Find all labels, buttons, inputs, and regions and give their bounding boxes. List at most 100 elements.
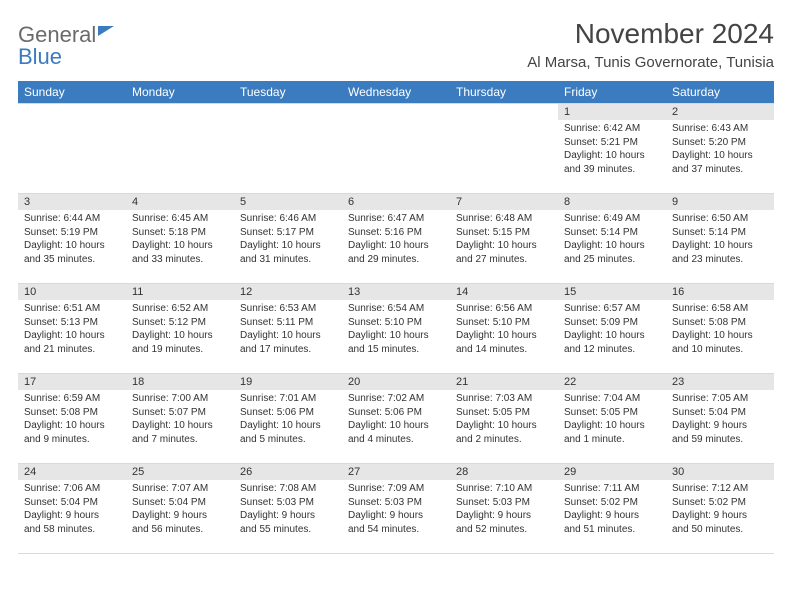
calendar-day-cell: 15Sunrise: 6:57 AMSunset: 5:09 PMDayligh… [558, 284, 666, 374]
calendar-day-cell: 18Sunrise: 7:00 AMSunset: 5:07 PMDayligh… [126, 374, 234, 464]
day-day2: and 56 minutes. [132, 523, 228, 537]
calendar-day-cell [234, 104, 342, 194]
day-sunrise: Sunrise: 6:48 AM [456, 212, 552, 226]
day-number: 22 [558, 374, 666, 390]
day-day2: and 25 minutes. [564, 253, 660, 267]
day-number: 19 [234, 374, 342, 390]
day-day1: Daylight: 9 hours [672, 509, 768, 523]
day-sunrise: Sunrise: 7:00 AM [132, 392, 228, 406]
day-details: Sunrise: 6:57 AMSunset: 5:09 PMDaylight:… [558, 300, 666, 360]
day-sunrise: Sunrise: 7:11 AM [564, 482, 660, 496]
day-sunset: Sunset: 5:02 PM [672, 496, 768, 510]
day-number: 9 [666, 194, 774, 210]
day-sunrise: Sunrise: 7:01 AM [240, 392, 336, 406]
day-sunrise: Sunrise: 6:50 AM [672, 212, 768, 226]
month-title: November 2024 [527, 18, 774, 50]
day-number: 23 [666, 374, 774, 390]
day-day2: and 51 minutes. [564, 523, 660, 537]
day-sunset: Sunset: 5:19 PM [24, 226, 120, 240]
calendar-day-cell: 5Sunrise: 6:46 AMSunset: 5:17 PMDaylight… [234, 194, 342, 284]
calendar-week-row: 24Sunrise: 7:06 AMSunset: 5:04 PMDayligh… [18, 464, 774, 554]
calendar-day-cell: 30 Sunrise: 7:12 AMSunset: 5:02 PMDayligh… [666, 464, 774, 554]
day-day1: Daylight: 10 hours [132, 239, 228, 253]
calendar-day-cell: 20Sunrise: 7:02 AMSunset: 5:06 PMDayligh… [342, 374, 450, 464]
logo-text-1: General [18, 24, 96, 46]
day-details: Sunrise: 6:58 AMSunset: 5:08 PMDaylight:… [666, 300, 774, 360]
day-sunset: Sunset: 5:12 PM [132, 316, 228, 330]
day-details: Sunrise: 7:06 AMSunset: 5:04 PMDaylight:… [18, 480, 126, 540]
day-sunset: Sunset: 5:18 PM [132, 226, 228, 240]
day-details: Sunrise: 6:48 AMSunset: 5:15 PMDaylight:… [450, 210, 558, 270]
day-day1: Daylight: 10 hours [24, 239, 120, 253]
day-number: 5 [234, 194, 342, 210]
day-number: 30 [666, 464, 774, 480]
day-number: 1 [558, 104, 666, 120]
day-day2: and 33 minutes. [132, 253, 228, 267]
weekday-header: Thursday [450, 81, 558, 104]
day-details: Sunrise: 7:01 AMSunset: 5:06 PMDaylight:… [234, 390, 342, 450]
day-sunset: Sunset: 5:20 PM [672, 136, 768, 150]
calendar-day-cell: 13Sunrise: 6:54 AMSunset: 5:10 PMDayligh… [342, 284, 450, 374]
calendar-day-cell: 4Sunrise: 6:45 AMSunset: 5:18 PMDaylight… [126, 194, 234, 284]
day-day2: and 4 minutes. [348, 433, 444, 447]
day-day1: Daylight: 10 hours [24, 419, 120, 433]
day-sunrise: Sunrise: 7:04 AM [564, 392, 660, 406]
calendar-day-cell [126, 104, 234, 194]
day-sunset: Sunset: 5:05 PM [456, 406, 552, 420]
calendar-day-cell [342, 104, 450, 194]
calendar-day-cell: 7Sunrise: 6:48 AMSunset: 5:15 PMDaylight… [450, 194, 558, 284]
day-number: 20 [342, 374, 450, 390]
calendar-day-cell: 26Sunrise: 7:08 AMSunset: 5:03 PMDayligh… [234, 464, 342, 554]
location: Al Marsa, Tunis Governorate, Tunisia [527, 54, 774, 71]
day-sunset: Sunset: 5:04 PM [24, 496, 120, 510]
weekday-header: Sunday [18, 81, 126, 104]
day-day1: Daylight: 10 hours [348, 239, 444, 253]
calendar-week-row: 17Sunrise: 6:59 AMSunset: 5:08 PMDayligh… [18, 374, 774, 464]
day-day2: and 10 minutes. [672, 343, 768, 357]
calendar-day-cell: 21Sunrise: 7:03 AMSunset: 5:05 PMDayligh… [450, 374, 558, 464]
calendar-header-row: SundayMondayTuesdayWednesdayThursdayFrid… [18, 81, 774, 104]
day-details: Sunrise: 6:43 AMSunset: 5:20 PMDaylight:… [666, 120, 774, 180]
calendar-day-cell: 1Sunrise: 6:42 AMSunset: 5:21 PMDaylight… [558, 104, 666, 194]
day-number: 14 [450, 284, 558, 300]
day-day1: Daylight: 10 hours [348, 419, 444, 433]
day-day2: and 35 minutes. [24, 253, 120, 267]
day-sunrise: Sunrise: 7:06 AM [24, 482, 120, 496]
day-day2: and 39 minutes. [564, 163, 660, 177]
day-day1: Daylight: 10 hours [564, 419, 660, 433]
day-sunset: Sunset: 5:09 PM [564, 316, 660, 330]
calendar-day-cell [450, 104, 558, 194]
day-day2: and 7 minutes. [132, 433, 228, 447]
day-number: 25 [126, 464, 234, 480]
day-details: Sunrise: 6:59 AMSunset: 5:08 PMDaylight:… [18, 390, 126, 450]
calendar-day-cell: 6Sunrise: 6:47 AMSunset: 5:16 PMDaylight… [342, 194, 450, 284]
day-details: Sunrise: 7:02 AMSunset: 5:06 PMDaylight:… [342, 390, 450, 450]
day-sunset: Sunset: 5:11 PM [240, 316, 336, 330]
day-sunset: Sunset: 5:15 PM [456, 226, 552, 240]
day-sunrise: Sunrise: 7:12 AM [672, 482, 768, 496]
calendar-day-cell: 23Sunrise: 7:05 AMSunset: 5:04 PMDayligh… [666, 374, 774, 464]
day-day1: Daylight: 10 hours [240, 329, 336, 343]
day-number: 12 [234, 284, 342, 300]
day-day1: Daylight: 10 hours [348, 329, 444, 343]
day-day2: and 1 minute. [564, 433, 660, 447]
day-day1: Daylight: 9 hours [456, 509, 552, 523]
day-sunset: Sunset: 5:02 PM [564, 496, 660, 510]
day-details: Sunrise: 7:08 AMSunset: 5:03 PMDaylight:… [234, 480, 342, 540]
day-day2: and 12 minutes. [564, 343, 660, 357]
calendar-day-cell: 9Sunrise: 6:50 AMSunset: 5:14 PMDaylight… [666, 194, 774, 284]
day-sunset: Sunset: 5:10 PM [456, 316, 552, 330]
day-day2: and 27 minutes. [456, 253, 552, 267]
day-day2: and 14 minutes. [456, 343, 552, 357]
day-number: 11 [126, 284, 234, 300]
day-day1: Daylight: 10 hours [672, 239, 768, 253]
day-details: Sunrise: 7:07 AMSunset: 5:04 PMDaylight:… [126, 480, 234, 540]
day-day1: Daylight: 10 hours [672, 329, 768, 343]
day-sunrise: Sunrise: 6:52 AM [132, 302, 228, 316]
day-sunset: Sunset: 5:17 PM [240, 226, 336, 240]
day-sunrise: Sunrise: 6:43 AM [672, 122, 768, 136]
day-sunrise: Sunrise: 6:46 AM [240, 212, 336, 226]
day-details: Sunrise: 6:54 AMSunset: 5:10 PMDaylight:… [342, 300, 450, 360]
calendar-day-cell: 2Sunrise: 6:43 AMSunset: 5:20 PMDaylight… [666, 104, 774, 194]
day-details: Sunrise: 7:09 AMSunset: 5:03 PMDaylight:… [342, 480, 450, 540]
